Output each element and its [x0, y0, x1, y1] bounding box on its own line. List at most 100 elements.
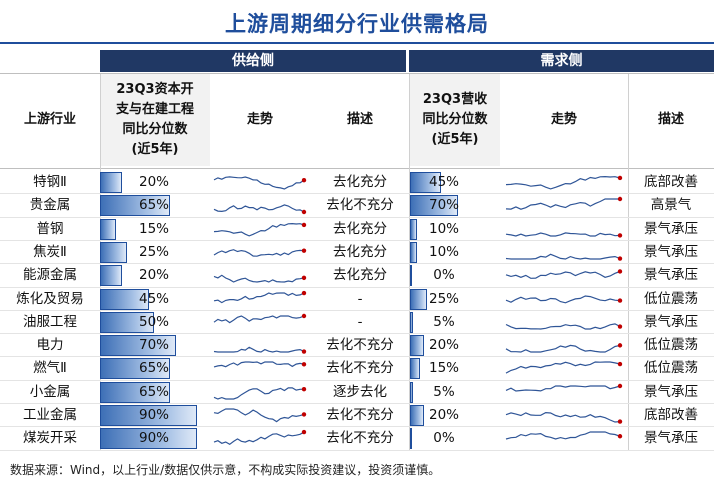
revenue-percentile-value: 70% — [428, 197, 459, 214]
row-divider — [0, 239, 714, 241]
row-divider — [0, 216, 714, 218]
trend-line — [213, 248, 305, 257]
industry-name: 燃气Ⅱ — [33, 360, 67, 377]
trend-end-marker — [617, 324, 623, 329]
capex-percentile-cell: 25% — [100, 241, 208, 263]
column-divider — [409, 74, 410, 450]
supply-description: 去化不充分 — [326, 360, 394, 377]
table-row: 贵金属 65% 去化不充分 70% 高景气 — [0, 194, 714, 217]
supply-trend-sparkline — [213, 408, 307, 423]
trend-end-marker — [617, 419, 623, 424]
trend-line — [213, 386, 305, 400]
trend-line — [505, 344, 621, 353]
trend-line — [505, 271, 621, 280]
supply-trend-sparkline — [213, 248, 307, 257]
industry-name: 焦炭Ⅱ — [33, 243, 67, 260]
revenue-percentile-cell: 5% — [410, 311, 478, 333]
supply-trend-sparkline — [213, 222, 307, 237]
supply-description: 逐步去化 — [333, 383, 387, 400]
capex-percentile-bar — [100, 265, 122, 287]
trend-line — [213, 346, 305, 353]
capex-percentile-cell: 15% — [100, 218, 208, 240]
trend-line — [505, 411, 621, 423]
revenue-percentile-cell: 45% — [410, 172, 478, 193]
supply-description: 去化充分 — [333, 267, 387, 284]
industry-name: 煤炭开采 — [23, 430, 77, 447]
revenue-percentile-cell: 25% — [410, 288, 478, 310]
capex-percentile-cell: 65% — [100, 358, 208, 380]
trend-end-marker — [617, 232, 623, 238]
revenue-percentile-bar — [410, 288, 427, 310]
row-divider — [0, 449, 714, 451]
revenue-percentile-value: 20% — [428, 337, 459, 354]
supply-description: 去化充分 — [333, 220, 387, 237]
trend-end-marker — [301, 362, 307, 367]
demand-trend-sparkline — [505, 294, 623, 303]
demand-trend-sparkline — [505, 231, 623, 238]
revenue-percentile-cell: 5% — [410, 381, 478, 403]
revenue-percentile-value: 0% — [433, 267, 455, 284]
revenue-percentile-bar — [410, 381, 414, 403]
trend-end-marker — [617, 434, 623, 439]
header-top-rule — [0, 73, 714, 74]
trend-line — [505, 198, 620, 211]
trend-end-marker — [617, 256, 623, 261]
capex-percentile-value: 65% — [138, 197, 169, 214]
supply-trend-header: 走势 — [246, 112, 273, 127]
row-divider — [0, 403, 714, 404]
capex-header-line: (近5年) — [131, 142, 179, 157]
row-divider — [0, 193, 714, 195]
trend-line — [505, 253, 621, 260]
demand-description: 景气承压 — [644, 243, 698, 260]
trend-line — [213, 274, 305, 283]
supply-trend-sparkline — [213, 290, 307, 303]
supply-trend-sparkline — [213, 430, 307, 446]
row-divider — [0, 333, 714, 335]
trend-end-marker — [617, 383, 623, 388]
revenue-percentile-value: 45% — [428, 174, 459, 190]
table-row: 煤炭开采 90% 去化不充分 0% 景气承压 — [0, 427, 714, 450]
demand-description: 景气承压 — [644, 220, 698, 237]
supply-trend-sparkline — [213, 313, 307, 324]
capex-percentile-cell: 20% — [100, 172, 208, 193]
revenue-percentile-bar — [410, 172, 441, 193]
capex-header-line: 23Q3资本开 — [116, 82, 194, 97]
capex-percentile-value: 90% — [138, 407, 169, 423]
row-divider — [0, 286, 714, 288]
industry-name: 特钢Ⅱ — [33, 174, 67, 190]
supply-desc-header: 描述 — [346, 112, 373, 127]
capex-percentile-cell: 50% — [100, 311, 208, 333]
capex-percentile-value: 65% — [138, 383, 169, 400]
trend-end-marker — [301, 412, 307, 417]
demand-description: 低位震荡 — [644, 337, 698, 354]
table-row: 能源金属 20% 去化充分 0% 景气承压 — [0, 264, 714, 287]
trend-line — [505, 231, 621, 237]
capex-percentile-value: 70% — [138, 337, 169, 354]
revenue-percentile-cell: 20% — [410, 405, 478, 426]
capex-percentile-bar — [100, 195, 171, 217]
capex-percentile-bar — [100, 428, 198, 450]
supply-group-header: 供给侧 — [100, 50, 406, 72]
trend-end-marker — [617, 297, 623, 303]
demand-description: 低位震荡 — [644, 360, 698, 377]
revenue-header-line: 23Q3营收 — [422, 92, 488, 107]
revenue-percentile-value: 20% — [428, 407, 459, 423]
industry-name: 电力 — [36, 337, 64, 354]
revenue-percentile-cell: 10% — [410, 241, 478, 263]
industry-name: 工业金属 — [23, 407, 77, 423]
capex-percentile-cell: 90% — [100, 428, 208, 450]
supply-description: 去化不充分 — [326, 197, 394, 214]
supply-trend-sparkline — [213, 346, 307, 354]
revenue-percentile-bar — [410, 335, 424, 357]
supply-trend-sparkline — [213, 386, 307, 400]
revenue-percentile-cell: 15% — [410, 358, 478, 380]
table-row: 特钢Ⅱ 20% 去化充分 45% 底部改善 — [0, 171, 714, 194]
capex-percentile-cell: 20% — [100, 265, 208, 287]
supply-description: 去化充分 — [333, 243, 387, 260]
revenue-percentile-bar — [410, 311, 414, 333]
revenue-header-line: (近5年) — [431, 132, 479, 147]
revenue-percentile-bar — [410, 358, 421, 380]
demand-trend-sparkline — [505, 431, 623, 440]
capex-percentile-value: 20% — [138, 267, 169, 284]
demand-trend-sparkline — [505, 269, 623, 280]
